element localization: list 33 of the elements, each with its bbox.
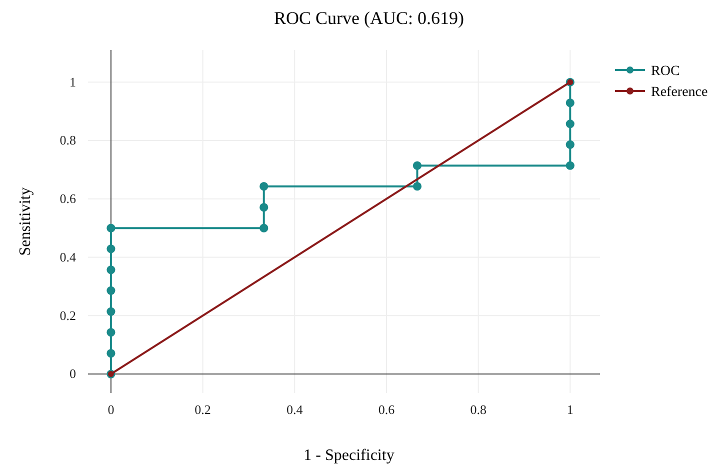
y-tick-label: 0 <box>70 366 76 382</box>
point <box>106 266 116 274</box>
x-tick-label: 0.8 <box>470 402 486 418</box>
legend-label: ROC <box>651 64 680 79</box>
x-tick-label: 1 <box>566 402 574 418</box>
x-tick-label: 0.6 <box>378 402 396 418</box>
point <box>106 307 116 316</box>
x-tick-label: 0.4 <box>286 402 304 418</box>
point <box>106 328 116 337</box>
y-axis-title: Sensitivity <box>17 187 34 256</box>
point <box>566 98 574 108</box>
point <box>106 286 116 295</box>
y-tick-label: 0.4 <box>60 249 76 264</box>
legend-label: Reference <box>651 85 708 100</box>
y-tick-label: 0.2 <box>60 308 76 323</box>
point <box>260 224 268 232</box>
y-tick-label: 1 <box>70 74 76 90</box>
y-tick-label: 0.8 <box>60 132 76 148</box>
chart-title: ROC Curve (AUC: 0.619) <box>274 8 464 28</box>
point <box>106 349 116 358</box>
point <box>260 203 268 212</box>
point <box>106 244 116 254</box>
point <box>566 161 574 170</box>
point <box>412 161 422 170</box>
point <box>566 140 574 149</box>
point <box>260 182 268 191</box>
x-tick-label: 0 <box>108 402 114 418</box>
x-tick-label: 0.2 <box>194 402 211 418</box>
point <box>566 120 574 128</box>
y-tick-label: 0.6 <box>60 191 76 206</box>
point <box>106 224 116 232</box>
x-axis-title: 1 - Specificity <box>304 447 394 464</box>
point <box>412 182 422 191</box>
